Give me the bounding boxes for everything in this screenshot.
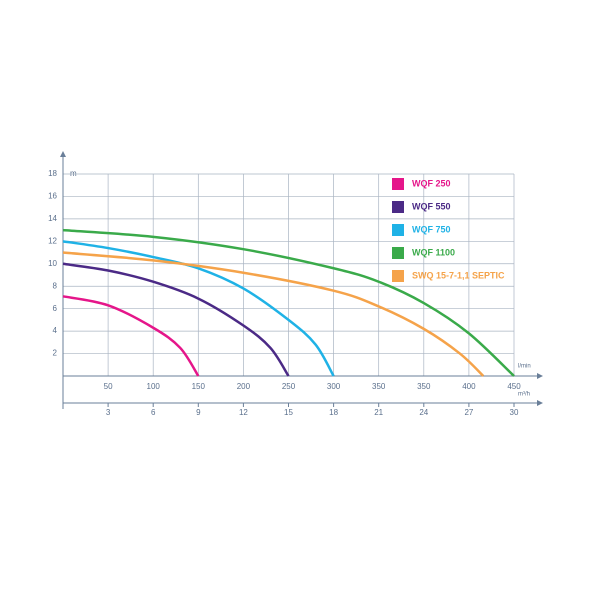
x2-tick-label: 6 <box>151 408 156 417</box>
x-tick-label: 50 <box>104 382 113 391</box>
x2-tick-label: 9 <box>196 408 201 417</box>
legend-swatch <box>392 247 404 259</box>
curve <box>62 295 200 377</box>
x2-tick-label: 15 <box>284 408 293 417</box>
y-tick-label: 8 <box>53 281 58 290</box>
x-tick-label: 400 <box>462 382 476 391</box>
legend-swatch <box>392 201 404 213</box>
y-tick-label: 16 <box>48 192 57 201</box>
x2-tick-label: 24 <box>419 408 428 417</box>
x2-tick-label: 12 <box>239 408 248 417</box>
x-tick-label: 350 <box>417 382 431 391</box>
curve <box>62 228 515 377</box>
y-axis-label: m <box>70 169 77 178</box>
x-tick-label: 100 <box>147 382 161 391</box>
y-tick-label: 10 <box>48 259 57 268</box>
x2-axis-label: m³/h <box>518 392 530 398</box>
x-tick-label: 250 <box>282 382 296 391</box>
x2-tick-label: 18 <box>329 408 338 417</box>
y-tick-label: 12 <box>48 236 57 245</box>
legend-label: WQF 250 <box>412 178 451 188</box>
legend-label: WQF 550 <box>412 201 451 211</box>
x-tick-label: 200 <box>237 382 251 391</box>
x-tick-label: 300 <box>327 382 341 391</box>
legend-swatch <box>392 270 404 282</box>
y-tick-label: 2 <box>53 349 58 358</box>
y-tick-label: 4 <box>53 326 58 335</box>
y-tick-label: 6 <box>53 304 58 313</box>
x-tick-label: 150 <box>192 382 206 391</box>
curve <box>62 240 335 377</box>
x2-tick-label: 21 <box>374 408 383 417</box>
y-tick-label: 14 <box>48 214 57 223</box>
y-tick-label: 18 <box>48 169 57 178</box>
x2-tick-label: 3 <box>106 408 111 417</box>
legend-label: WQF 750 <box>412 224 451 234</box>
curve <box>62 251 485 377</box>
x-axis-label: l/min <box>518 364 531 370</box>
x-tick-label: 450 <box>507 382 521 391</box>
x2-tick-label: 30 <box>510 408 519 417</box>
legend-label: SWQ 15-7-1,1 SEPTIC <box>412 270 505 280</box>
legend-swatch <box>392 178 404 190</box>
x2-tick-label: 27 <box>464 408 473 417</box>
legend-label: WQF 1100 <box>412 247 455 257</box>
curve <box>62 262 290 377</box>
legend-swatch <box>392 224 404 236</box>
x-tick-label: 350 <box>372 382 386 391</box>
